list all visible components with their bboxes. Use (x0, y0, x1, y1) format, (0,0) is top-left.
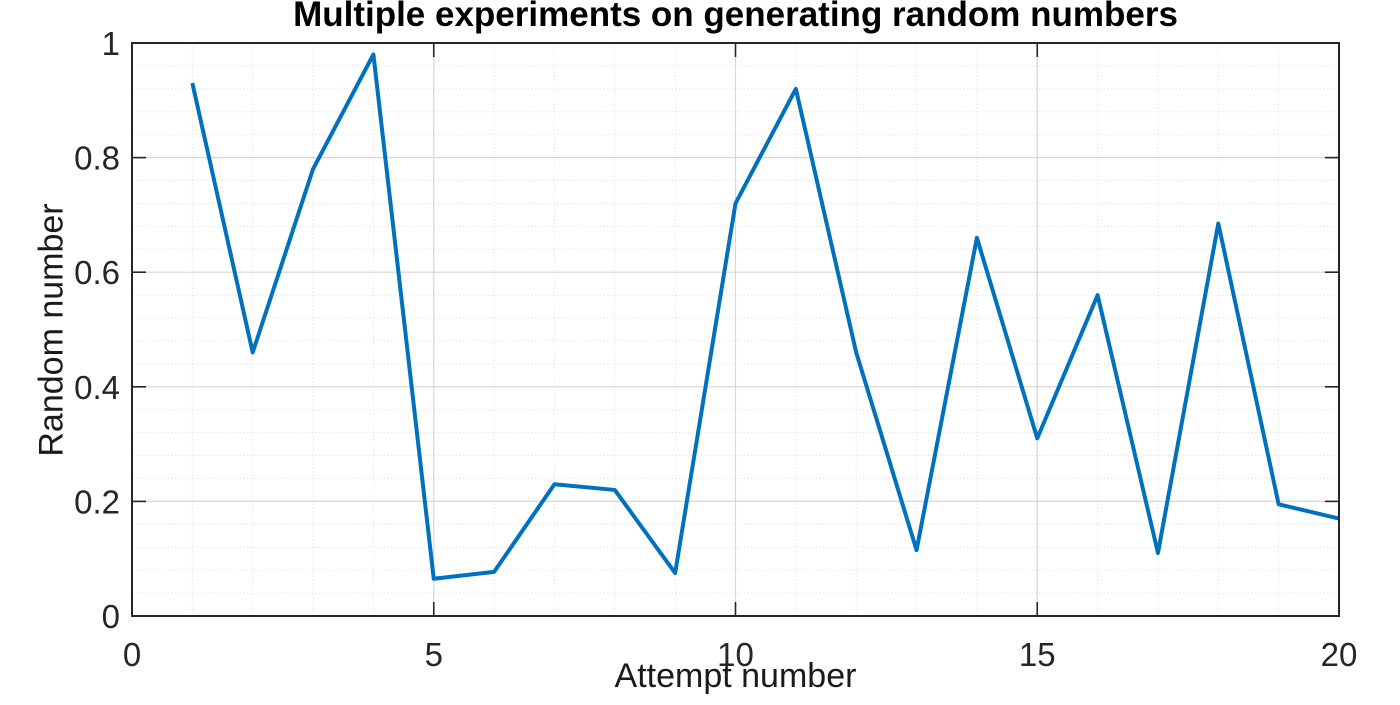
y-tick-label: 0.6 (74, 254, 120, 291)
y-tick-label: 0.4 (74, 369, 120, 406)
y-tick-label: 0.2 (74, 483, 120, 520)
chart-title: Multiple experiments on generating rando… (293, 0, 1178, 34)
x-tick-label: 20 (1321, 636, 1358, 673)
x-tick-label: 10 (717, 636, 754, 673)
x-tick-label: 0 (123, 636, 141, 673)
y-tick-label: 0.8 (74, 140, 120, 177)
x-tick-label: 5 (425, 636, 443, 673)
x-axis-label: Attempt number (614, 657, 857, 695)
data-line (190, 52, 1340, 581)
y-tick-label: 0 (102, 598, 120, 635)
x-tick-label: 15 (1019, 636, 1056, 673)
y-tick-label: 1 (102, 25, 120, 62)
